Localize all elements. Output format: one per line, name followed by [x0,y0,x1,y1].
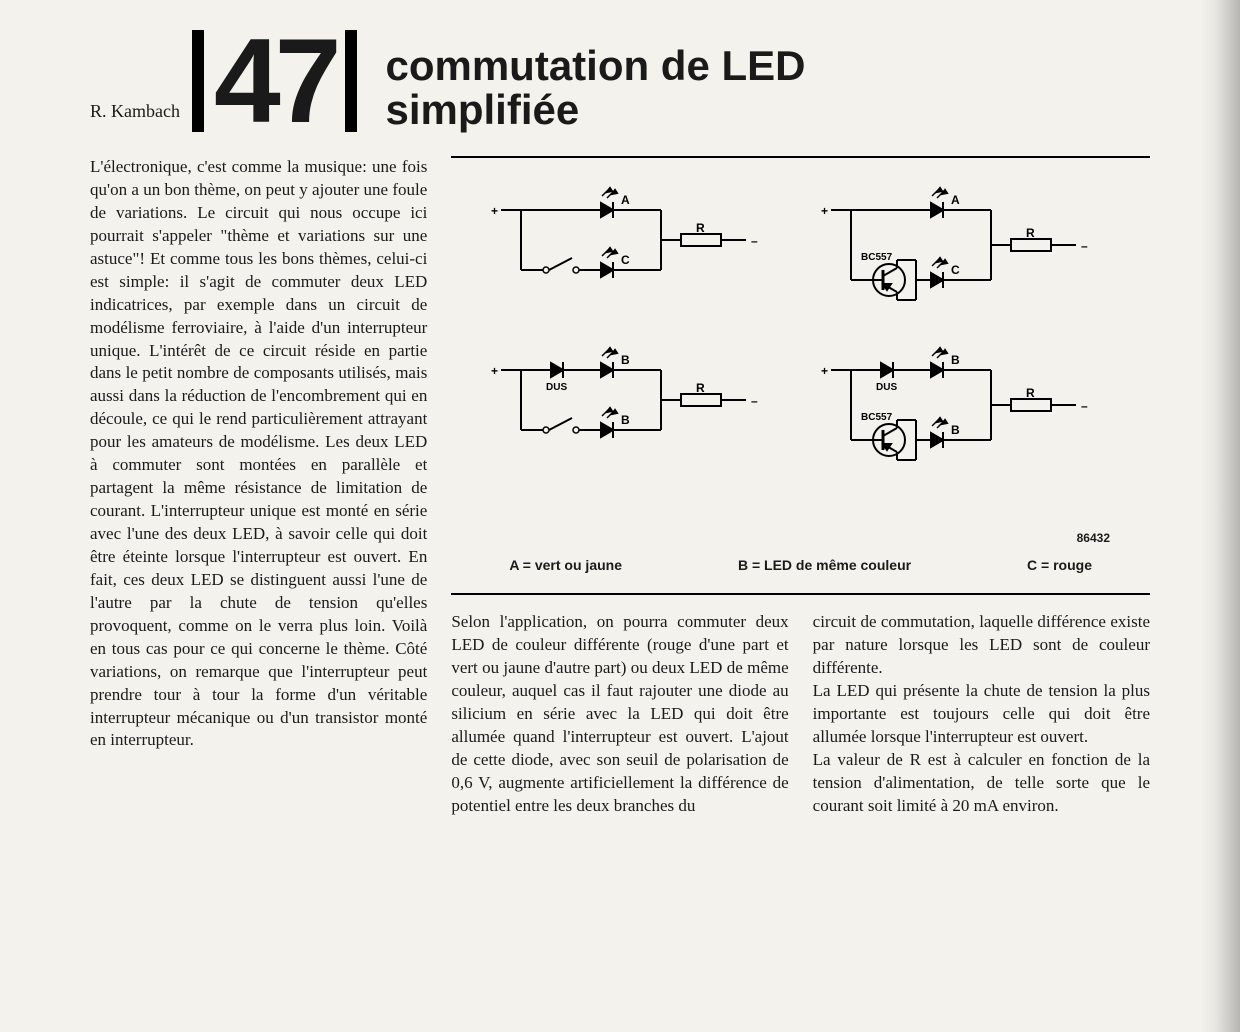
svg-text:+: + [821,364,828,378]
body-column-1: L'électronique, c'est comme la musique: … [90,156,427,818]
figure-number: 86432 [451,530,1150,546]
article-number: 47 [192,30,357,132]
article-header: R. Kambach 47 commutation de LED simplif… [90,30,1150,132]
svg-text:R: R [696,381,705,395]
body-column-3: circuit de commutation, laquelle différe… [813,611,1150,817]
lbl-plus: + [491,204,498,218]
article-title: commutation de LED simplifiée [385,44,805,132]
lbl-BC557: BC557 [861,252,893,263]
svg-text:B: B [951,423,960,437]
lbl-DUS: DUS [546,382,567,393]
svg-text:+: + [491,364,498,378]
svg-text:BC557: BC557 [861,412,893,423]
svg-text:R: R [1026,226,1035,240]
lbl-minus: – [751,234,758,248]
svg-text:–: – [1081,399,1088,413]
schematic-figure: + A C [451,156,1150,595]
lbl-C: C [621,253,630,267]
svg-text:B: B [621,413,630,427]
schematic-svg: + A C [481,170,1121,530]
article-body: L'électronique, c'est comme la musique: … [90,156,1150,818]
lbl-B: B [621,353,630,367]
svg-text:C: C [951,263,960,277]
svg-text:B: B [951,353,960,367]
legend-B: B = LED de même couleur [738,556,911,575]
lbl-A: A [621,193,630,207]
svg-text:–: – [1081,239,1088,253]
svg-text:R: R [1026,386,1035,400]
figure-legend: A = vert ou jaune B = LED de même couleu… [451,556,1150,575]
body-column-2: Selon l'application, on pourra commuter … [451,611,788,817]
title-line-1: commutation de LED [385,42,805,89]
legend-C: C = rouge [1027,556,1092,575]
page: R. Kambach 47 commutation de LED simplif… [0,0,1240,1032]
legend-A: A = vert ou jaune [509,556,622,575]
author-name: R. Kambach [90,101,180,122]
lbl-R: R [696,221,705,235]
svg-text:A: A [951,193,960,207]
book-spine-shadow [1200,0,1240,1032]
svg-text:DUS: DUS [876,382,897,393]
svg-text:+: + [821,204,828,218]
svg-text:–: – [751,394,758,408]
title-line-2: simplifiée [385,86,579,133]
